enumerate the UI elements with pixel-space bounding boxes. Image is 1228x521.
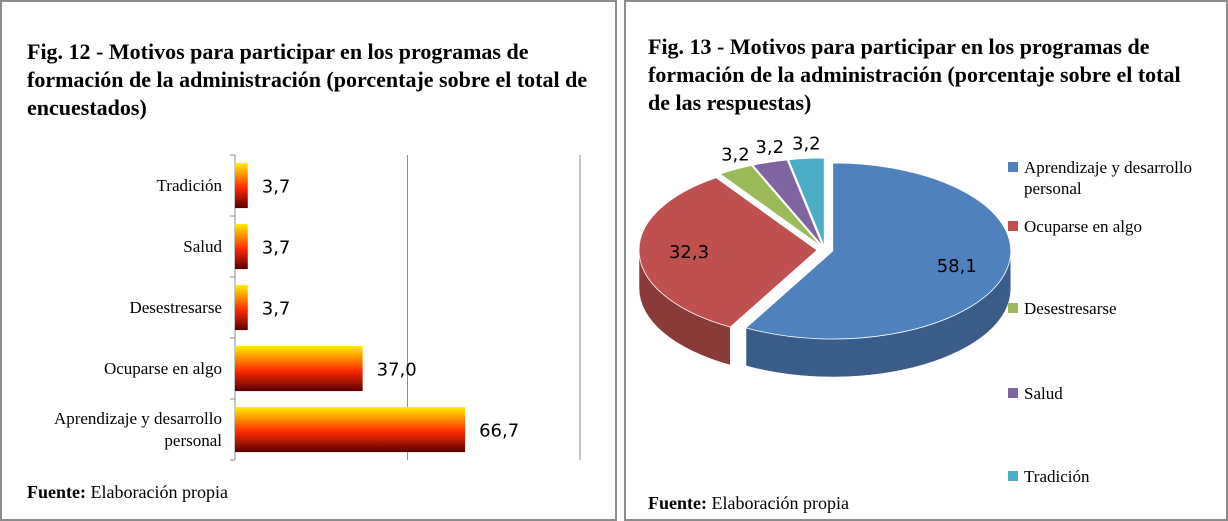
panel — [0, 0, 617, 521]
legend-entry: Desestresarse — [1008, 298, 1226, 319]
bar — [235, 223, 248, 270]
legend-label: Desestresarse — [1024, 299, 1117, 318]
legend-label: Aprendizaje y desarrollo personal — [1024, 158, 1193, 198]
y-tick-label: Tradición — [156, 175, 223, 195]
legend-entry: Aprendizaje y desarrollo personal — [1008, 157, 1226, 199]
legend-label: Salud — [1024, 384, 1063, 403]
legend-swatch — [1008, 303, 1018, 313]
bar — [235, 162, 248, 209]
source-text: Elaboración propia — [90, 482, 228, 502]
source-label: Fuente: — [648, 493, 707, 513]
legend-swatch — [1008, 388, 1018, 398]
data-label: 3,2 — [755, 137, 784, 158]
bar — [235, 406, 466, 453]
y-tick-label: Desestresarse — [129, 297, 222, 317]
slice — [745, 162, 1012, 340]
legend-entry: Tradición — [1008, 466, 1226, 487]
source: Fuente: Elaboración propia — [27, 482, 228, 503]
bar — [235, 345, 363, 392]
legend-swatch — [1008, 162, 1018, 172]
source-label: Fuente: — [27, 482, 86, 502]
chart-title: Fig. 13 - Motivos para participar en los… — [648, 34, 1181, 115]
slice — [788, 157, 825, 247]
legend-entry: Salud — [1008, 383, 1226, 404]
data-label: 3,7 — [262, 238, 291, 259]
data-label: 66,7 — [479, 421, 519, 442]
source-text: Elaboración propia — [711, 493, 849, 513]
source: Fuente: Elaboración propia — [648, 493, 849, 514]
slice — [719, 165, 822, 247]
bar — [235, 284, 248, 331]
y-tick-label: Salud — [183, 236, 222, 256]
legend-swatch — [1008, 471, 1018, 481]
chart-title: Fig. 12 - Motivos para participar en los… — [27, 39, 588, 120]
legend-swatch — [1008, 221, 1018, 231]
legend-label: Ocuparse en algo — [1024, 217, 1143, 236]
data-label: 3,7 — [262, 299, 291, 320]
data-label: 32,3 — [669, 242, 709, 263]
data-label: 37,0 — [377, 360, 417, 381]
slice — [752, 159, 823, 247]
y-tick-label: Ocuparse en algo — [103, 358, 222, 378]
data-label: 58,1 — [937, 256, 977, 277]
legend-entry: Ocuparse en algo — [1008, 216, 1226, 237]
slice — [638, 177, 818, 328]
y-tick-label: Aprendizaje y desarrollo personal — [53, 408, 222, 450]
data-label: 3,2 — [792, 133, 821, 154]
legend-label: Tradición — [1024, 467, 1090, 486]
data-label: 3,2 — [721, 144, 750, 165]
data-label: 3,7 — [262, 177, 291, 198]
panel — [624, 0, 1228, 521]
